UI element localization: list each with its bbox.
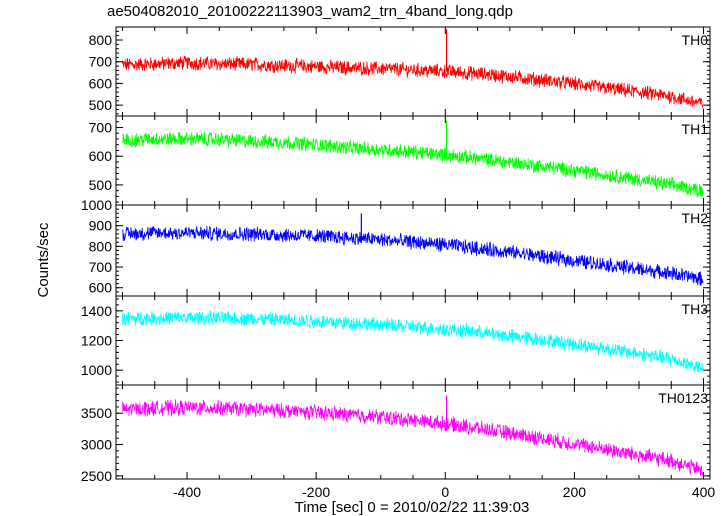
y-tick-label: 1000: [81, 362, 112, 378]
y-tick-label: 500: [89, 97, 113, 113]
series-th0: [122, 55, 704, 109]
y-tick-label: 3000: [81, 437, 112, 453]
y-tick-label: 600: [89, 75, 113, 91]
x-axis: -400 -200 0 200 400: [173, 484, 715, 500]
panel-th2: 600 700 800 900 1000 TH2: [81, 197, 711, 297]
y-tick-label: 500: [89, 177, 113, 193]
y-tick-label: 900: [89, 218, 113, 234]
y-tick-label: 600: [89, 148, 113, 164]
panel-label-th2: TH2: [682, 210, 709, 226]
panel-label-th3: TH3: [682, 301, 709, 317]
series-th1: [122, 131, 704, 198]
x-tick-label: 0: [441, 484, 449, 500]
y-tick-label: 1400: [81, 303, 112, 319]
panel-frame: [115, 26, 711, 117]
y-tick-label: 700: [89, 259, 113, 275]
y-tick-label: 1200: [81, 333, 112, 349]
panel-frame: [115, 384, 711, 480]
panel-label-th0123: TH0123: [658, 390, 708, 406]
y-tick-label: 700: [89, 119, 113, 135]
y-tick-label: 700: [89, 54, 113, 70]
y-tick-label: 800: [89, 32, 113, 48]
panel-th1: 500 600 700 TH1: [89, 115, 711, 206]
y-tick-label: 1000: [81, 197, 112, 213]
y-tick-label: 2500: [81, 468, 112, 484]
panel-label-th0: TH0: [682, 32, 709, 48]
y-tick-label: 800: [89, 238, 113, 254]
series-th0123: [122, 399, 704, 477]
y-tick-label: 3500: [81, 405, 112, 421]
series-th3: [122, 310, 704, 373]
x-tick-label: -200: [302, 484, 330, 500]
series-th2: [122, 225, 704, 286]
panel-th0123: 2500 3000 3500 TH0123: [81, 384, 711, 484]
x-tick-label: -400: [173, 484, 201, 500]
panel-frame: [115, 204, 711, 297]
panel-label-th1: TH1: [682, 121, 709, 137]
x-axis-label: Time [sec] 0 = 2010/02/22 11:39:03: [295, 499, 530, 516]
panel-frame: [115, 295, 711, 386]
panels: 500 600 700 800 TH0 500 600 700 TH1 600 700 800 900 1…: [81, 26, 711, 484]
panel-th3: 1000 1200 1400 TH3: [81, 295, 711, 386]
panel-frame: [115, 115, 711, 206]
x-tick-label: 400: [692, 484, 716, 500]
y-axis-label: Counts/sec: [35, 222, 52, 298]
y-tick-label: 600: [89, 280, 113, 296]
panel-th0: 500 600 700 800 TH0: [89, 26, 711, 117]
x-tick-label: 200: [563, 484, 587, 500]
chart-title: ae504082010_20100222113903_wam2_trn_4ban…: [107, 3, 513, 20]
